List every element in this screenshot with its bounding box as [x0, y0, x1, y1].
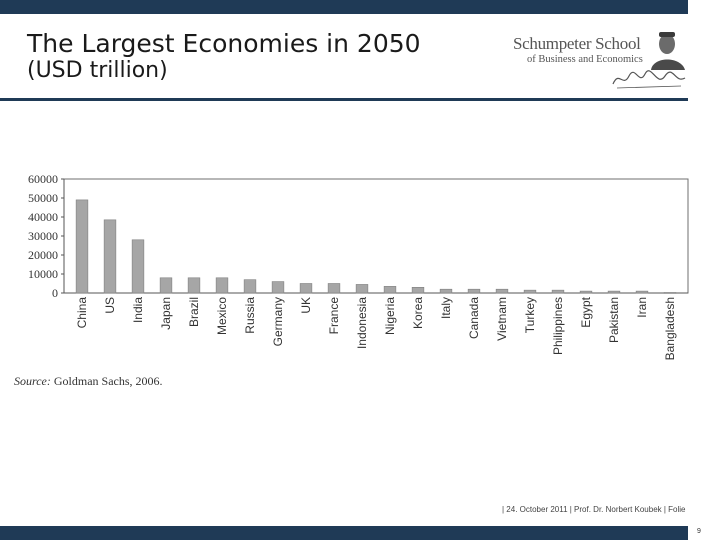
x-tick-label: Germany [271, 297, 285, 346]
bar-egypt [579, 290, 593, 294]
x-tick-label: Philippines [551, 297, 565, 355]
x-tick-label: Japan [159, 297, 173, 330]
y-tick-label: 60000 [28, 172, 58, 186]
x-tick-label: US [103, 297, 117, 314]
x-tick-label: Nigeria [383, 297, 397, 335]
plot-frame [63, 178, 689, 294]
signature-icon [612, 70, 686, 89]
x-tick-label: Canada [467, 297, 481, 339]
source-text: Goldman Sachs, 2006. [53, 374, 163, 388]
bar-france [327, 283, 341, 294]
y-tick-label: 40000 [28, 210, 58, 224]
bar-nigeria [383, 286, 397, 294]
x-tick-label: India [131, 297, 145, 323]
bar-china [75, 199, 89, 294]
x-tick-label: Korea [411, 297, 425, 329]
bar-canada [467, 288, 481, 294]
slide-subtitle: (USD trillion) [27, 58, 168, 83]
bar-korea [411, 287, 425, 294]
top-bar [0, 0, 688, 14]
bar-us [103, 219, 117, 294]
y-tick-label: 50000 [28, 191, 58, 205]
logo-subtitle: of Business and Economics [527, 54, 643, 65]
bar-uk [299, 283, 313, 294]
x-tick-label: Iran [635, 297, 649, 318]
x-tick-label: Pakistan [607, 297, 621, 343]
bar-iran [635, 290, 649, 294]
bar-mexico [215, 277, 229, 294]
portrait-icon [651, 32, 685, 70]
bar-italy [439, 288, 453, 294]
page-number: 9 [697, 528, 701, 535]
bar-philippines [551, 289, 565, 294]
y-tick-label: 0 [52, 286, 58, 300]
y-tick-label: 20000 [28, 248, 58, 262]
x-tick-label: Turkey [523, 297, 537, 333]
footer-text: | 24. October 2011 | Prof. Dr. Norbert K… [502, 505, 686, 514]
x-tick-label: Egypt [579, 296, 593, 327]
bar-pakistan [607, 290, 621, 294]
source-label: Source: [14, 374, 51, 388]
bar-japan [159, 277, 173, 294]
source-note: Source: Goldman Sachs, 2006. [14, 374, 163, 389]
bottom-bar [0, 526, 720, 540]
x-tick-label: France [327, 297, 341, 335]
x-tick-label: Russia [243, 297, 257, 334]
bar-indonesia [355, 284, 369, 294]
bar-brazil [187, 277, 201, 294]
x-tick-label: Indonesia [355, 297, 369, 349]
x-tick-label: China [75, 297, 89, 329]
page-number-box [688, 526, 720, 540]
logo-name: Schumpeter School [513, 34, 641, 53]
bar-india [131, 239, 145, 294]
x-tick-label: Bangladesh [663, 297, 677, 360]
header-divider [0, 98, 688, 101]
x-tick-label: Vietnam [495, 297, 509, 341]
x-tick-label: Brazil [187, 297, 201, 327]
bar-vietnam [495, 288, 509, 294]
x-tick-label: Italy [439, 297, 453, 319]
y-tick-label: 10000 [28, 267, 58, 281]
x-tick-label: UK [299, 297, 313, 314]
school-logo: Schumpeter School of Business and Econom… [505, 30, 700, 94]
bar-russia [243, 279, 257, 294]
x-tick-label: Mexico [215, 297, 229, 335]
bar-chart: 0 10000 20000 30000 40000 50000 60000 China US I… [28, 172, 689, 360]
slide-title: The Largest Economies in 2050 [27, 29, 421, 58]
bar-bangladesh [663, 292, 677, 294]
bar-turkey [523, 289, 537, 294]
y-tick-label: 30000 [28, 229, 58, 243]
bar-germany [271, 281, 285, 294]
